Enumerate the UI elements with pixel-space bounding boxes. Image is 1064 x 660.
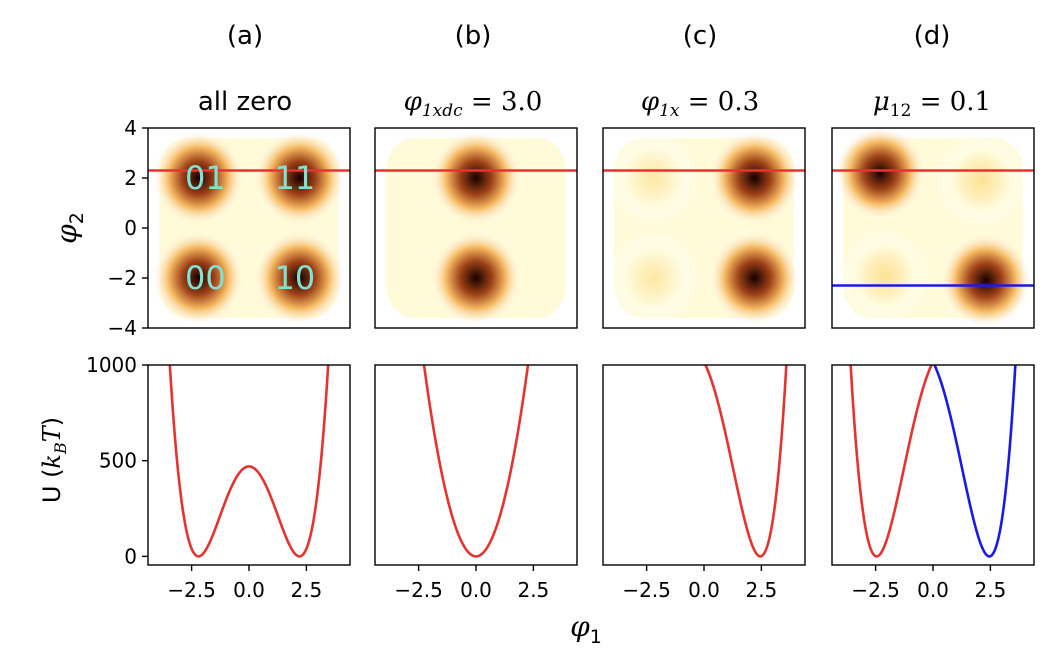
potential-background	[603, 365, 805, 565]
x-tick-label: 2.5	[974, 578, 1006, 602]
x-tick-label: −2.5	[167, 578, 216, 602]
potential-d	[831, 364, 1035, 566]
potential-x-label: φ1	[570, 610, 602, 648]
potential-curve-u	[704, 365, 788, 558]
heatmap-frame	[374, 127, 578, 329]
panel-title-b: φ1xdc = 3.0	[404, 87, 543, 121]
density-well	[607, 230, 700, 326]
density-well	[708, 130, 801, 226]
density-field	[607, 130, 801, 326]
potential-x-axis: −2.5 0.0 2.5 −2.5 0.0 2.5 −2.5 0.0 2.5 −2.5 0.0 2.5	[167, 565, 1006, 602]
panel-letter-a: (a)	[227, 21, 263, 51]
y-tick-label: 4	[124, 116, 137, 140]
panel-letter-d: (d)	[914, 21, 951, 51]
panel-title-c: φ1x = 0.3	[641, 87, 759, 121]
y-tick-label: −2	[108, 266, 137, 290]
heatmap-y-label: φ2	[50, 212, 88, 244]
density-field	[386, 130, 566, 326]
x-tick-label: 0.0	[233, 578, 265, 602]
potential-y-label-close: )	[38, 417, 66, 426]
x-tick-label: 0.0	[688, 578, 720, 602]
heatmap-b	[374, 127, 578, 329]
panel-title-b-value: = 3.0	[463, 87, 543, 117]
density-well	[935, 133, 1028, 228]
density-well	[708, 230, 801, 326]
potential-curve-u	[422, 365, 530, 558]
x-tick-label: 2.5	[290, 578, 322, 602]
panel-letter-b: (b)	[455, 21, 492, 51]
heatmap-frame	[602, 127, 806, 329]
x-tick-label: 0.0	[917, 578, 949, 602]
panel-title-d-sub: 12	[890, 101, 912, 121]
density-well	[253, 230, 346, 326]
potential-a	[147, 364, 351, 566]
panel-title-b-symbol: φ	[404, 87, 423, 117]
y-tick-label: 0	[124, 544, 137, 568]
state-label-10: 10	[275, 259, 316, 297]
potential-y-label-u: U (	[38, 469, 66, 504]
panel-title-c-value: = 0.3	[679, 87, 759, 117]
heatmap-y-axis: 4 2 0 −2 −4	[108, 116, 148, 340]
density-well	[838, 228, 931, 323]
x-tick-label: 0.0	[460, 578, 492, 602]
y-tick-label: 0	[124, 216, 137, 240]
density-well	[939, 233, 1032, 328]
density-well	[607, 130, 700, 226]
panel-title-d: μ12 = 0.1	[873, 87, 991, 121]
state-label-11: 11	[275, 159, 316, 197]
x-tick-label: −2.5	[622, 578, 671, 602]
state-label-01: 01	[185, 159, 226, 197]
potential-x-label-symbol: φ	[570, 610, 590, 643]
density-well	[152, 230, 245, 326]
potential-b	[374, 364, 578, 566]
panel-title-c-sub: 1x	[659, 101, 680, 121]
density-field	[152, 130, 346, 326]
heatmap-y-label-sub: 2	[66, 212, 88, 224]
potential-y-label: U (kBT)	[38, 417, 70, 503]
density-well	[834, 128, 927, 221]
density-well	[253, 130, 346, 226]
panel-title-b-sub: 1xdc	[422, 101, 463, 121]
state-label-00: 00	[185, 259, 226, 297]
y-tick-label: 2	[124, 166, 137, 190]
potential-curve-u-blue	[933, 365, 1017, 558]
y-tick-label: 1000	[86, 353, 137, 377]
density-field	[834, 128, 1032, 328]
panel-title-c-symbol: φ	[641, 87, 660, 117]
density-well	[152, 130, 245, 226]
panel-title-d-symbol: μ	[873, 87, 890, 117]
potential-background	[832, 365, 1034, 565]
heatmap-d	[831, 127, 1035, 329]
potential-curve-u	[168, 365, 330, 558]
x-tick-label: −2.5	[394, 578, 443, 602]
potential-curve-u-red	[849, 365, 933, 558]
y-tick-label: −4	[108, 316, 137, 340]
panel-letter-c: (c)	[683, 21, 718, 51]
density-well	[430, 130, 522, 226]
potential-background	[375, 365, 577, 565]
heatmap-a: 01 11 00 10	[147, 127, 351, 329]
potential-x-label-sub: 1	[590, 626, 602, 648]
density-well	[430, 230, 522, 326]
potential-y-label-t: T	[38, 424, 66, 442]
potential-c	[602, 364, 806, 566]
panel-title-d-value: = 0.1	[911, 87, 991, 117]
x-tick-label: 2.5	[745, 578, 777, 602]
x-tick-label: −2.5	[851, 578, 900, 602]
potential-y-label-b: B	[51, 442, 70, 455]
potential-background	[148, 365, 350, 565]
potential-y-axis: 1000 500 0	[86, 353, 148, 568]
heatmap-c	[602, 127, 806, 329]
heatmap-y-label-symbol: φ	[50, 224, 83, 244]
y-tick-label: 500	[99, 449, 137, 473]
x-tick-label: 2.5	[517, 578, 549, 602]
heatmap-frame	[831, 127, 1035, 329]
panel-title-a: all zero	[198, 87, 292, 117]
potential-y-label-k: k	[38, 454, 66, 469]
